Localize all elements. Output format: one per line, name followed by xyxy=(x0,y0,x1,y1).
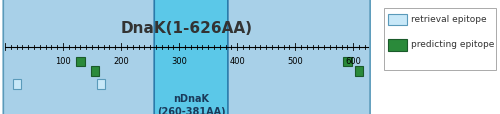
FancyBboxPatch shape xyxy=(154,0,228,114)
FancyBboxPatch shape xyxy=(91,67,99,77)
FancyBboxPatch shape xyxy=(166,89,174,99)
Text: 200: 200 xyxy=(113,57,129,66)
FancyBboxPatch shape xyxy=(158,89,166,99)
FancyBboxPatch shape xyxy=(210,57,218,67)
FancyBboxPatch shape xyxy=(164,57,172,67)
Text: 500: 500 xyxy=(288,57,303,66)
Text: retrieval epitope: retrieval epitope xyxy=(410,15,486,24)
Text: 600: 600 xyxy=(346,57,361,66)
FancyBboxPatch shape xyxy=(204,79,212,89)
FancyBboxPatch shape xyxy=(12,79,20,89)
Text: nDnaK
(260-381AA): nDnaK (260-381AA) xyxy=(156,93,226,114)
FancyBboxPatch shape xyxy=(344,57,351,67)
FancyBboxPatch shape xyxy=(181,57,189,67)
FancyBboxPatch shape xyxy=(355,67,363,77)
Text: 300: 300 xyxy=(171,57,187,66)
Text: predicting epitope: predicting epitope xyxy=(410,40,494,49)
FancyBboxPatch shape xyxy=(186,79,194,89)
FancyBboxPatch shape xyxy=(96,79,105,89)
FancyBboxPatch shape xyxy=(155,79,163,89)
FancyBboxPatch shape xyxy=(4,0,370,114)
Text: DnaK(1-626AA): DnaK(1-626AA) xyxy=(120,21,252,36)
Text: 100: 100 xyxy=(55,57,71,66)
FancyBboxPatch shape xyxy=(162,79,170,89)
FancyBboxPatch shape xyxy=(76,57,84,67)
FancyBboxPatch shape xyxy=(172,79,180,89)
Text: 400: 400 xyxy=(230,57,245,66)
FancyBboxPatch shape xyxy=(201,89,209,99)
